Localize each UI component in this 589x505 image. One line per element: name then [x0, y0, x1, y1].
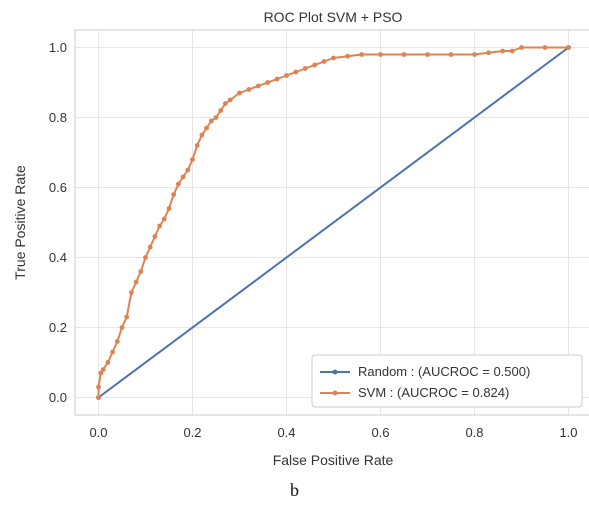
svm-series-point: [161, 216, 167, 222]
svm-series-point: [359, 52, 365, 57]
svm-series-point: [176, 181, 181, 187]
svm-series-point: [199, 132, 205, 138]
svm-series-point: [190, 157, 195, 162]
svm-series-point: [255, 83, 261, 89]
y-tick-label: 0.8: [49, 110, 67, 125]
legend: Random : (AUCROC = 0.500) SVM : (AUCROC …: [311, 354, 583, 408]
y-tick-label: 1.0: [49, 40, 67, 55]
x-tick-label: 0.0: [89, 425, 107, 440]
legend-random-label: Random : (AUCROC = 0.500): [358, 364, 530, 379]
svm-series-point: [227, 97, 233, 103]
svm-series-point: [96, 395, 101, 400]
legend-box: [311, 354, 583, 408]
svm-series-point: [208, 118, 214, 124]
svm-series-point: [223, 101, 228, 106]
svm-series-point: [218, 108, 224, 113]
y-axis-label: True Positive Rate: [12, 165, 28, 280]
svm-series-point: [425, 52, 430, 57]
svm-series-point: [147, 244, 153, 250]
svm-series-point: [265, 80, 271, 85]
svm-series-point: [194, 143, 200, 148]
legend-svm-marker: [332, 390, 338, 396]
svm-series-point: [100, 367, 106, 372]
svm-series-point: [96, 384, 101, 390]
y-tick-label: 0.4: [49, 250, 67, 265]
svm-series-point: [345, 53, 350, 59]
x-ticks: 0.0 0.2 0.4 0.6 0.8 1.0: [89, 425, 577, 440]
svm-series-point: [274, 76, 280, 82]
svm-series-point: [312, 62, 318, 68]
y-tick-label: 0.2: [49, 320, 67, 335]
svm-series-point: [119, 325, 125, 330]
svm-series-point: [542, 45, 548, 50]
series-layer: [96, 45, 571, 400]
y-tick-label: 0.0: [49, 390, 67, 405]
svm-series-point: [331, 55, 336, 61]
svm-series-point: [171, 192, 177, 197]
svm-series-point: [321, 59, 327, 64]
svm-series-point: [378, 52, 383, 57]
svm-series-point: [472, 52, 477, 57]
x-tick-label: 0.4: [277, 425, 295, 440]
svm-series-point: [152, 234, 158, 239]
svm-series-point: [185, 167, 191, 173]
x-axis-label: False Positive Rate: [273, 452, 394, 468]
svm-series-point: [293, 69, 299, 75]
legend-svm-label: SVM : (AUCROC = 0.824): [358, 385, 509, 400]
svm-series-point: [448, 52, 454, 57]
y-tick-label: 0.6: [49, 180, 67, 195]
random-series-line: [97, 46, 570, 399]
grid: [75, 30, 589, 415]
figure-caption: b: [290, 480, 299, 500]
svm-series-point: [143, 255, 148, 260]
svm-series-point: [124, 314, 130, 320]
svm-series-point: [566, 45, 571, 50]
roc-chart: 0.0 0.2 0.4 0.6 0.8 1.0 0.0 0.2 0.4 0.6 0.8 1.0 RO…: [12, 9, 589, 468]
svm-series-point: [138, 269, 144, 274]
svm-series: [96, 45, 571, 400]
svm-series-point: [114, 339, 120, 344]
svm-series-point: [157, 223, 163, 229]
svm-series-point: [237, 90, 242, 96]
chart-title: ROC Plot SVM + PSO: [264, 9, 403, 25]
x-tick-label: 1.0: [559, 425, 577, 440]
plot-frame: [74, 29, 589, 416]
svm-series-point: [105, 360, 111, 365]
svm-series-point: [284, 73, 289, 78]
svm-series-point: [509, 48, 515, 54]
svm-series-point: [500, 48, 506, 54]
x-tick-label: 0.6: [371, 425, 389, 440]
svm-series-point: [213, 115, 219, 120]
svm-series-point: [180, 174, 186, 180]
y-ticks: 0.0 0.2 0.4 0.6 0.8 1.0: [49, 40, 67, 405]
svm-series-point: [204, 125, 210, 131]
svm-series-point: [110, 349, 115, 355]
svm-series-point: [486, 50, 491, 56]
svm-series-point: [129, 290, 134, 295]
svm-series-point: [401, 52, 407, 57]
x-tick-label: 0.8: [465, 425, 483, 440]
legend-random-marker: [332, 369, 338, 375]
svm-series-point: [98, 370, 104, 376]
x-tick-label: 0.2: [183, 425, 201, 440]
svm-series-point: [302, 66, 308, 71]
svm-series-point: [166, 206, 172, 211]
svm-series-point: [133, 279, 139, 285]
svm-series-point: [519, 45, 524, 50]
svm-series-point: [246, 87, 252, 92]
